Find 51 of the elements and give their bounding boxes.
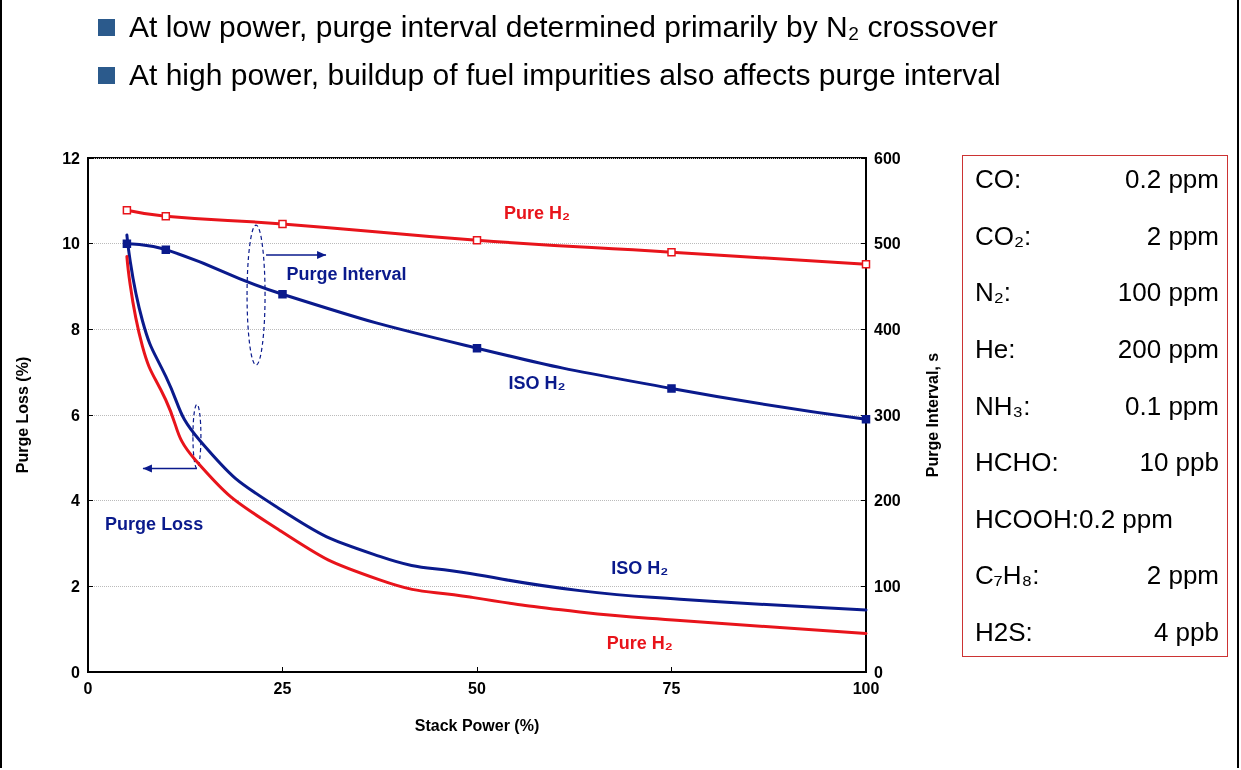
point (472, 235, 482, 245)
series-label: Pure H₂ (606, 633, 673, 654)
point (161, 212, 171, 221)
x-tick-label: 100 (852, 679, 880, 697)
text: CO: 0.2 ppm (975, 164, 1219, 194)
chart-title: At low power, purge interval determined primarily by N₂ crossover (129, 10, 998, 44)
x-tick-label: 75 (662, 679, 681, 697)
y2-tick-label: 500 (874, 235, 901, 253)
point (667, 384, 676, 393)
y2-tick-label: 300 (874, 406, 901, 424)
y-tick-label: 12 (62, 149, 81, 167)
point (667, 247, 676, 257)
y-tick-label: 10 (62, 235, 81, 253)
text: HCOOH:0.2 ppm (975, 503, 1173, 535)
point (122, 206, 132, 215)
point (861, 259, 871, 269)
y2-tick-label: 600 (874, 149, 901, 167)
y2-tick-label: 100 (874, 577, 901, 595)
text: CO₂: 2 ppm (975, 220, 1219, 251)
series-label: Pure H₂ (503, 202, 571, 223)
point (278, 219, 287, 229)
y-tick-label: 2 (71, 577, 81, 595)
y2-tick-label: 400 (874, 320, 901, 338)
x-tick-label: 0 (83, 679, 93, 697)
y2-tick-label: 0 (874, 663, 883, 681)
series-label: ISO H₂ (508, 373, 566, 394)
point (861, 415, 871, 424)
annotation: Purge Loss (105, 514, 204, 535)
chart-subtitle: At high power, buildup of fuel impurities also affects purge interval (129, 58, 1001, 92)
x-tick-label: 25 (273, 679, 292, 697)
y-tick-label: 4 (71, 492, 81, 510)
y2-axis-title: Purge Interval, s (923, 352, 941, 478)
point (472, 343, 482, 353)
point (122, 239, 132, 248)
series-label: ISO H₂ (611, 557, 669, 578)
text: N₂: 100 ppm (975, 277, 1219, 308)
x-axis-title: Stack Power (%) (414, 716, 540, 734)
text: HCHO: 10 ppb (975, 447, 1219, 478)
text: NH₃: 0.1 ppm (975, 390, 1219, 421)
y-tick-label: 8 (71, 320, 81, 338)
y-axis-title: Purge Loss (%) (13, 356, 31, 474)
text: H2S: 4 ppb (975, 617, 1219, 647)
y-tick-label: 6 (71, 406, 81, 424)
y2-tick-label: 200 (874, 492, 901, 510)
y-tick-label: 0 (71, 663, 81, 681)
annotation: Purge Interval (286, 263, 407, 284)
point (161, 245, 171, 254)
text: C₇H₈: 2 ppm (975, 560, 1219, 591)
x-tick-label: 50 (468, 679, 486, 697)
text: He: 200 ppm (975, 333, 1219, 364)
point (278, 289, 287, 299)
